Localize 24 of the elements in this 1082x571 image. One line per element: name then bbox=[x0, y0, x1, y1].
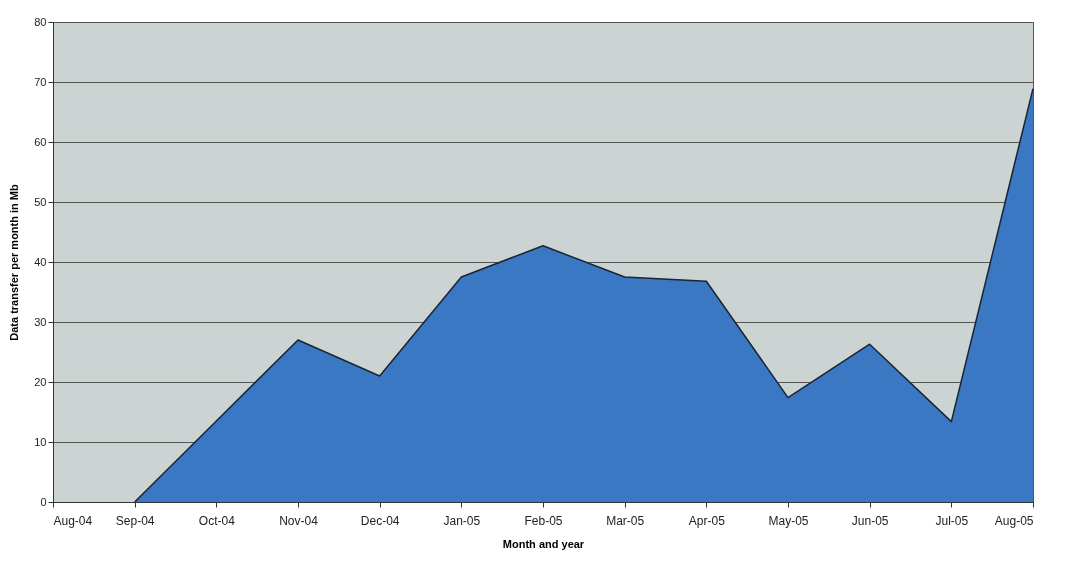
x-tick-label: Nov-04 bbox=[279, 513, 319, 528]
x-tick-label: Jan-05 bbox=[443, 513, 481, 528]
y-tick-label: 10 bbox=[34, 435, 47, 448]
y-tick-label: 80 bbox=[34, 15, 47, 28]
x-tick-label: Feb-05 bbox=[524, 513, 563, 528]
x-tick-label: Jun-05 bbox=[851, 513, 889, 528]
y-tick-label: 70 bbox=[34, 75, 47, 88]
y-tick-label: 30 bbox=[34, 315, 47, 328]
x-tick-label: Oct-04 bbox=[198, 513, 236, 528]
y-tick-label: 0 bbox=[40, 495, 47, 508]
x-tick-label: Apr-05 bbox=[688, 513, 726, 528]
x-tick-label: May-05 bbox=[768, 513, 809, 528]
y-tick-label: 60 bbox=[34, 135, 47, 148]
y-tick-label: 50 bbox=[34, 195, 47, 208]
x-tick-label: Dec-04 bbox=[360, 513, 400, 528]
y-tick-label: 40 bbox=[34, 255, 47, 268]
x-tick-label: Jul-05 bbox=[935, 513, 969, 528]
x-axis-title: Month and year bbox=[502, 537, 585, 550]
x-tick-label: Aug-05 bbox=[994, 513, 1034, 528]
x-tick-label: Sep-04 bbox=[115, 513, 155, 528]
x-tick-label: Aug-04 bbox=[53, 513, 93, 528]
x-tick-label: Mar-05 bbox=[606, 513, 645, 528]
y-tick-label: 20 bbox=[34, 375, 47, 388]
y-axis-title: Data transfer per month in Mb bbox=[8, 183, 21, 341]
